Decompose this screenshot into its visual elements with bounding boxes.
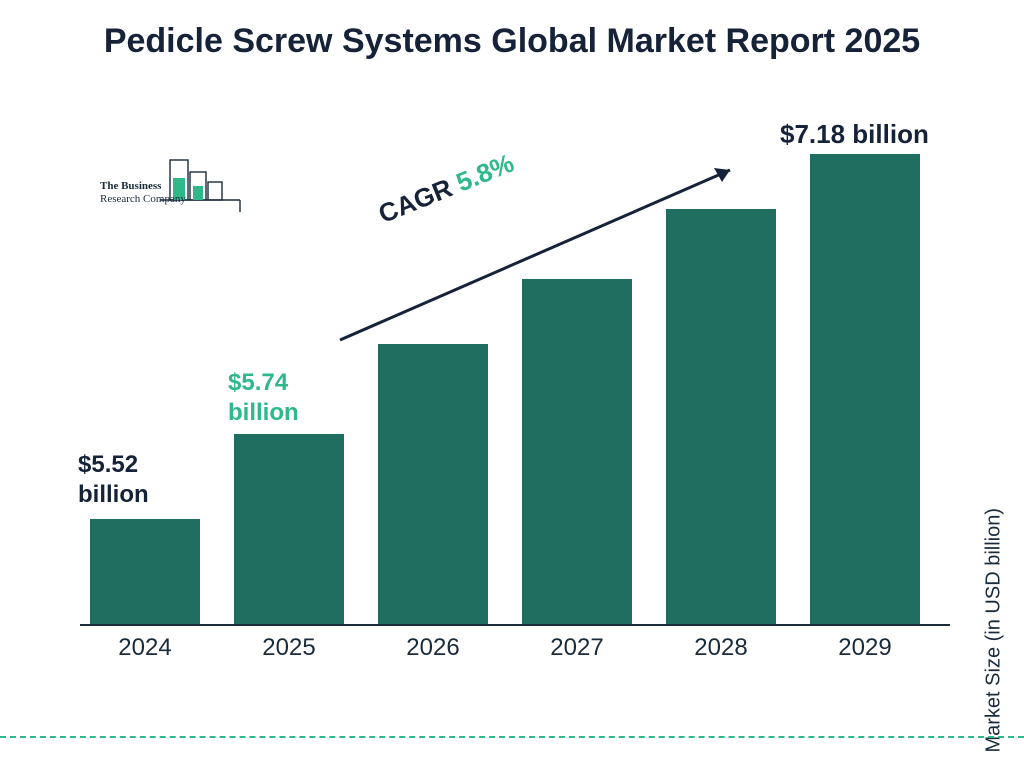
bar-2026 <box>378 344 488 624</box>
x-tick-2028: 2028 <box>666 634 776 662</box>
bar-2029 <box>810 154 920 624</box>
bar-2024 <box>90 519 200 624</box>
value-label-2: $7.18 billion <box>780 118 929 151</box>
x-tick-2024: 2024 <box>90 634 200 662</box>
bottom-divider <box>0 736 1024 738</box>
x-tick-2029: 2029 <box>810 634 920 662</box>
x-tick-2025: 2025 <box>234 634 344 662</box>
y-axis-label: Market Size (in USD billion) <box>983 508 1006 753</box>
bar-2025 <box>234 434 344 624</box>
value-label-0: $5.52billion <box>78 450 149 510</box>
x-axis-line <box>80 624 950 626</box>
trend-arrow <box>330 150 760 370</box>
x-tick-2026: 2026 <box>378 634 488 662</box>
value-label-1: $5.74billion <box>228 368 299 428</box>
chart-title: Pedicle Screw Systems Global Market Repo… <box>0 20 1024 63</box>
x-tick-2027: 2027 <box>522 634 632 662</box>
